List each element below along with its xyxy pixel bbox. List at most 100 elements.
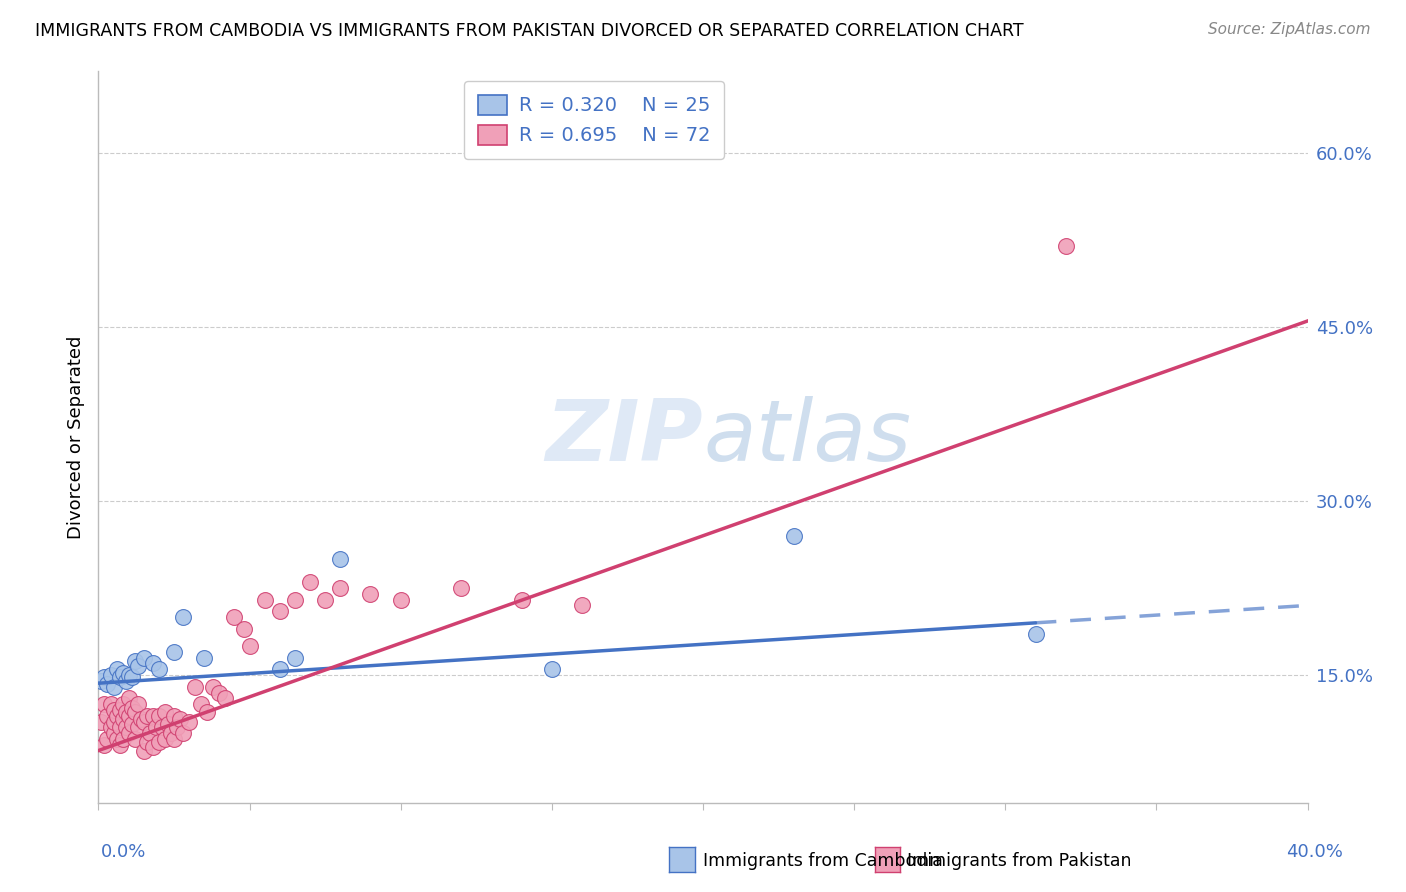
Point (111, 665, 134, 680)
Point (132, 714, 155, 729)
Point (114, 705, 136, 719)
Point (163, 645, 186, 659)
Point (121, 716, 143, 731)
Point (142, 708, 165, 723)
Point (108, 738, 131, 752)
Point (100, 720, 122, 734)
Point (111, 731, 134, 746)
Point (118, 726, 141, 740)
Point (111, 697, 134, 711)
Text: atlas: atlas (703, 395, 911, 479)
Point (169, 712, 191, 726)
Point (284, 592, 307, 607)
Point (96, 677, 118, 691)
Point (118, 691, 141, 706)
Point (103, 680, 125, 694)
Point (239, 639, 262, 653)
Text: Immigrants from Pakistan: Immigrants from Pakistan (907, 852, 1132, 870)
Point (783, 529, 806, 543)
Point (127, 658, 149, 673)
Point (114, 673, 136, 688)
Text: Immigrants from Cambodia: Immigrants from Cambodia (703, 852, 943, 870)
Point (214, 691, 236, 706)
Point (142, 740, 165, 755)
Point (166, 720, 188, 734)
Point (202, 680, 225, 694)
Point (160, 726, 183, 740)
Point (100, 668, 122, 682)
Point (132, 743, 155, 757)
Point (103, 703, 125, 717)
Point (148, 708, 170, 723)
Point (163, 708, 186, 723)
Point (314, 592, 336, 607)
Point (108, 720, 131, 734)
Point (150, 720, 173, 734)
Point (269, 604, 291, 618)
Point (90, 673, 112, 688)
Point (139, 726, 162, 740)
Point (184, 680, 207, 694)
Text: IMMIGRANTS FROM CAMBODIA VS IMMIGRANTS FROM PAKISTAN DIVORCED OR SEPARATED CORRE: IMMIGRANTS FROM CAMBODIA VS IMMIGRANTS F… (35, 22, 1024, 40)
Point (224, 610, 246, 624)
Point (135, 708, 157, 723)
Point (148, 662, 170, 676)
Point (90, 714, 112, 729)
Point (93, 670, 115, 684)
Point (96, 708, 118, 723)
Point (1054, 238, 1077, 252)
Point (193, 650, 215, 665)
Point (156, 716, 179, 731)
Point (329, 581, 352, 595)
Point (114, 720, 136, 734)
Point (100, 697, 122, 711)
Point (299, 575, 322, 590)
Point (129, 712, 152, 726)
Point (208, 685, 231, 699)
Point (284, 650, 307, 665)
Point (108, 670, 131, 684)
Text: ZIP: ZIP (546, 395, 703, 479)
Point (153, 705, 176, 719)
Point (121, 700, 143, 714)
Point (124, 654, 146, 668)
Point (179, 714, 201, 729)
Point (124, 731, 146, 746)
Point (510, 592, 533, 607)
Point (124, 705, 146, 719)
Point (232, 622, 254, 636)
Point (103, 714, 125, 729)
Point (190, 697, 212, 711)
Point (121, 670, 143, 684)
Point (145, 720, 167, 734)
Point (389, 592, 412, 607)
Y-axis label: Divorced or Separated: Divorced or Separated (66, 335, 84, 539)
Point (450, 581, 472, 595)
Point (540, 662, 562, 676)
Point (96, 731, 118, 746)
Point (105, 662, 128, 676)
Point (127, 720, 149, 734)
Point (93, 738, 115, 752)
Point (360, 587, 382, 601)
Point (571, 599, 593, 613)
Point (148, 735, 170, 749)
Point (127, 697, 149, 711)
Point (118, 668, 141, 682)
Point (93, 697, 115, 711)
Legend: R = 0.320    N = 25, R = 0.695    N = 72: R = 0.320 N = 25, R = 0.695 N = 72 (464, 81, 724, 159)
Point (105, 708, 128, 723)
Point (108, 703, 131, 717)
Text: 40.0%: 40.0% (1286, 843, 1343, 861)
Point (142, 657, 165, 671)
Point (172, 610, 194, 624)
Point (195, 705, 218, 719)
Point (253, 592, 276, 607)
Point (118, 708, 141, 723)
Text: 0.0%: 0.0% (101, 843, 146, 861)
Point (135, 735, 157, 749)
Point (172, 726, 194, 740)
Point (1024, 627, 1046, 641)
Point (163, 731, 186, 746)
Point (329, 552, 352, 566)
